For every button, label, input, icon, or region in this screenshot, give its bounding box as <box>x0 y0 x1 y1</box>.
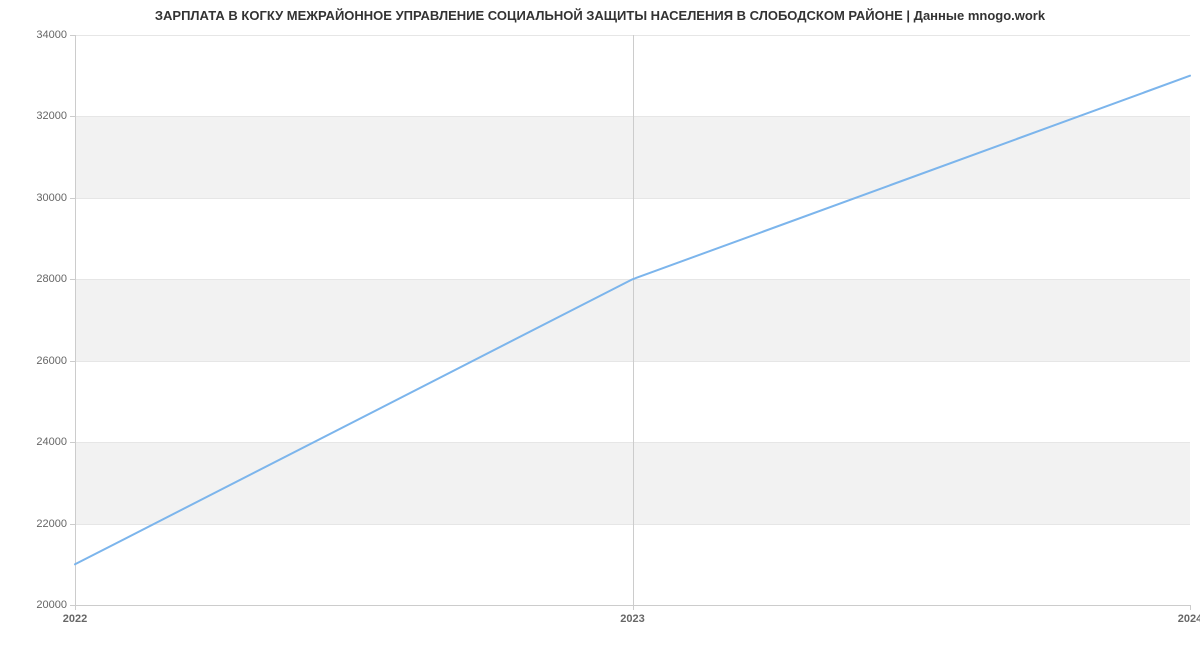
plot-area: 2000022000240002600028000300003200034000… <box>75 35 1190 605</box>
ytick-label: 32000 <box>36 110 67 122</box>
xtick-label: 2022 <box>63 613 87 625</box>
salary-line-chart: ЗАРПЛАТА В КОГКУ МЕЖРАЙОННОЕ УПРАВЛЕНИЕ … <box>0 0 1200 650</box>
chart-title: ЗАРПЛАТА В КОГКУ МЕЖРАЙОННОЕ УПРАВЛЕНИЕ … <box>0 8 1200 23</box>
x-axis <box>75 605 1190 606</box>
ytick-label: 30000 <box>36 192 67 204</box>
xtick-label: 2023 <box>620 613 644 625</box>
ytick-label: 22000 <box>36 518 67 530</box>
ytick-label: 20000 <box>36 599 67 611</box>
series-salary <box>75 35 1190 605</box>
ytick-label: 26000 <box>36 355 67 367</box>
ytick-label: 34000 <box>36 29 67 41</box>
ytick-label: 28000 <box>36 273 67 285</box>
xtick-mark <box>1190 605 1191 610</box>
xtick-label: 2024 <box>1178 613 1200 625</box>
ytick-label: 24000 <box>36 436 67 448</box>
